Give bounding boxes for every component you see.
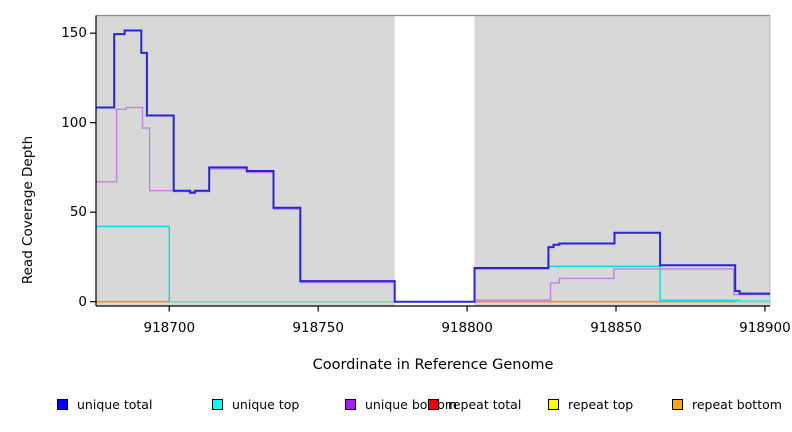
y-axis-title: Read Coverage Depth <box>6 50 36 284</box>
y-tick-label: 50 <box>69 204 87 221</box>
legend-swatch-icon <box>428 398 439 410</box>
legend-label: unique total <box>77 396 153 412</box>
y-axis-title-text: Read Coverage Depth <box>20 135 36 285</box>
x-tick-label: 918700 <box>143 320 196 336</box>
legend-swatch-icon <box>212 398 223 410</box>
gap-region <box>394 16 475 306</box>
y-tick-label: 150 <box>61 25 87 42</box>
series-unique-total <box>96 29 770 303</box>
y-tick-label: 100 <box>61 114 87 131</box>
legend-item-repeat-top: repeat top <box>548 396 633 412</box>
legend-item-unique-total: unique total <box>57 396 152 412</box>
legend-label: repeat bottom <box>692 396 782 412</box>
legend-swatch-icon <box>548 398 559 410</box>
legend-label: unique top <box>232 396 300 412</box>
legend: unique total unique top unique bottom repea… <box>0 396 792 416</box>
legend-swatch-icon <box>57 398 68 410</box>
x-tick-label: 918800 <box>441 320 493 336</box>
legend-label: repeat total <box>448 396 522 412</box>
y-tick-label: 0 <box>78 293 87 310</box>
legend-item-repeat-bottom: repeat bottom <box>672 396 782 412</box>
x-tick-label: 918750 <box>292 320 344 336</box>
x-axis-title: Coordinate in Reference Genome <box>312 357 554 373</box>
legend-swatch-icon <box>345 398 356 410</box>
legend-swatch-icon <box>672 398 683 410</box>
legend-label: repeat top <box>568 396 634 412</box>
x-tick-label: 918900 <box>739 320 791 336</box>
legend-item-unique-top: unique top <box>212 396 299 412</box>
x-tick-label: 918850 <box>590 320 642 336</box>
legend-item-repeat-total: repeat total <box>428 396 521 412</box>
